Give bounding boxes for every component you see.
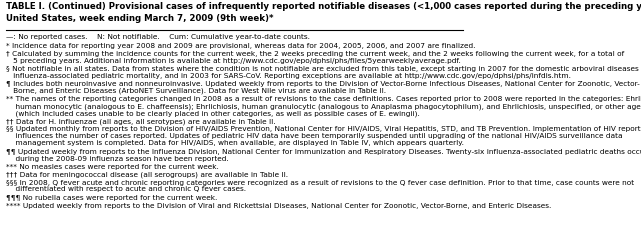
Text: § Not notifiable in all states. Data from states where the condition is not noti: § Not notifiable in all states. Data fro…	[6, 66, 641, 78]
Text: §§§ In 2008, Q fever acute and chronic reporting categories were recognized as a: §§§ In 2008, Q fever acute and chronic r…	[6, 179, 634, 192]
Text: §§ Updated monthly from reports to the Division of HIV/AIDS Prevention, National: §§ Updated monthly from reports to the D…	[6, 126, 641, 146]
Text: ¶¶ Updated weekly from reports to the Influenza Division, National Center for Im: ¶¶ Updated weekly from reports to the In…	[6, 148, 641, 161]
Text: ¶¶¶ No rubella cases were reported for the current week.: ¶¶¶ No rubella cases were reported for t…	[6, 194, 217, 200]
Text: ††† Data for meningococcal disease (all serogroups) are available in Table II.: ††† Data for meningococcal disease (all …	[6, 171, 288, 177]
Text: TABLE I. (Continued) Provisional cases of infrequently reported notifiable disea: TABLE I. (Continued) Provisional cases o…	[6, 2, 641, 23]
Text: ¶ Includes both neuroinvasive and nonneuroinvasive. Updated weekly from reports : ¶ Includes both neuroinvasive and nonneu…	[6, 81, 639, 94]
Text: **** Updated weekly from reports to the Division of Viral and Rickettsial Diseas: **** Updated weekly from reports to the …	[6, 202, 551, 208]
Text: * Incidence data for reporting year 2008 and 2009 are provisional, whereas data : * Incidence data for reporting year 2008…	[6, 43, 475, 49]
Text: †† Data for H. influenzae (all ages, all serotypes) are available in Table II.: †† Data for H. influenzae (all ages, all…	[6, 118, 275, 124]
Text: ** The names of the reporting categories changed in 2008 as a result of revision: ** The names of the reporting categories…	[6, 96, 641, 116]
Text: —: No reported cases.    N: Not notifiable.    Cum: Cumulative year-to-date coun: —: No reported cases. N: Not notifiable.…	[6, 34, 310, 40]
Text: *** No measles cases were reported for the current week.: *** No measles cases were reported for t…	[6, 163, 219, 169]
Text: † Calculated by summing the incidence counts for the current week, the 2 weeks p: † Calculated by summing the incidence co…	[6, 50, 624, 64]
